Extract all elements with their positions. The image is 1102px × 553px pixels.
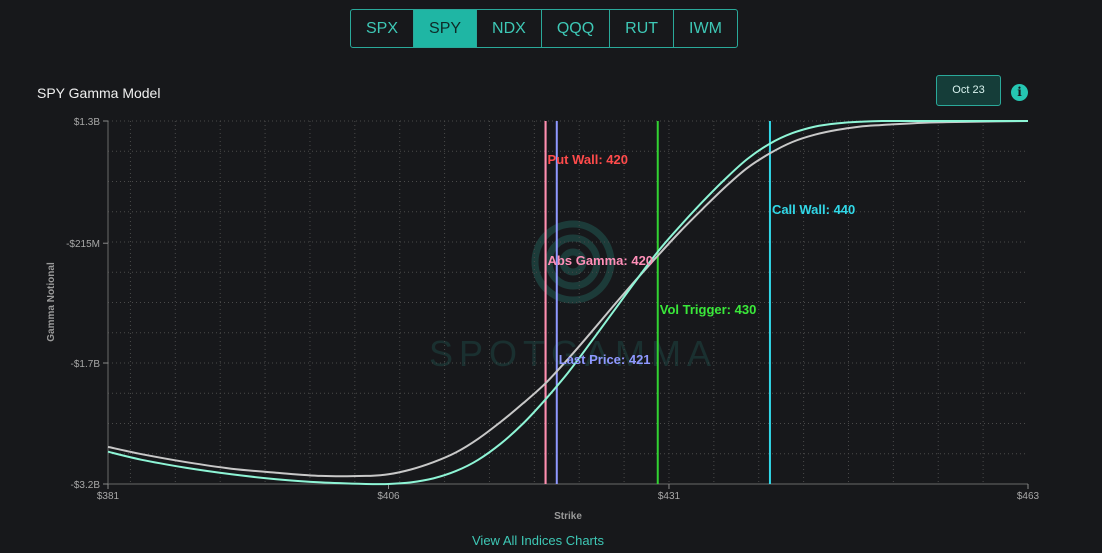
tab-spx[interactable]: SPX: [351, 10, 415, 47]
tab-ndx[interactable]: NDX: [477, 10, 542, 47]
info-icon[interactable]: i: [1011, 84, 1028, 101]
date-button[interactable]: Oct 23: [936, 75, 1001, 106]
tab-iwm[interactable]: IWM: [689, 20, 722, 37]
x-tick-label-0: $381: [97, 491, 120, 502]
vline-label-0: Put Wall: 420: [548, 152, 628, 167]
watermark-text: SPOTGAMMA: [429, 333, 717, 374]
series-line-0: [107, 119, 1028, 486]
tab-qqq[interactable]: QQQ: [542, 10, 611, 47]
y-tick-label-3: -$3.2B: [71, 480, 101, 491]
view-all-indices-link[interactable]: View All Indices Charts: [472, 533, 604, 548]
vline-label-2: Last Price: 421: [559, 352, 651, 367]
x-tick-label-3: $463: [1017, 491, 1040, 502]
x-tick-label-1: $406: [377, 491, 400, 502]
y-axis-label: Gamma Notional: [46, 262, 57, 342]
tab-spy[interactable]: SPY: [414, 10, 478, 47]
y-tick-label-1: -$215M: [66, 239, 100, 250]
chart-title: SPY Gamma Model: [37, 85, 161, 101]
x-tick-label-2: $431: [658, 491, 681, 502]
vline-label-1: Abs Gamma: 420: [548, 253, 654, 268]
series-line-1: [107, 120, 1029, 478]
y-tick-label-0: $1.3B: [74, 117, 100, 128]
vline-label-4: Call Wall: 440: [772, 202, 855, 217]
vline-label-3: Vol Trigger: 430: [660, 302, 757, 317]
index-tabs: SPX SPY NDX QQQ RUT IWM: [350, 9, 738, 48]
tab-rut[interactable]: RUT: [610, 10, 675, 47]
x-axis-label: Strike: [554, 511, 582, 522]
y-tick-label-2: -$1.7B: [71, 359, 101, 370]
